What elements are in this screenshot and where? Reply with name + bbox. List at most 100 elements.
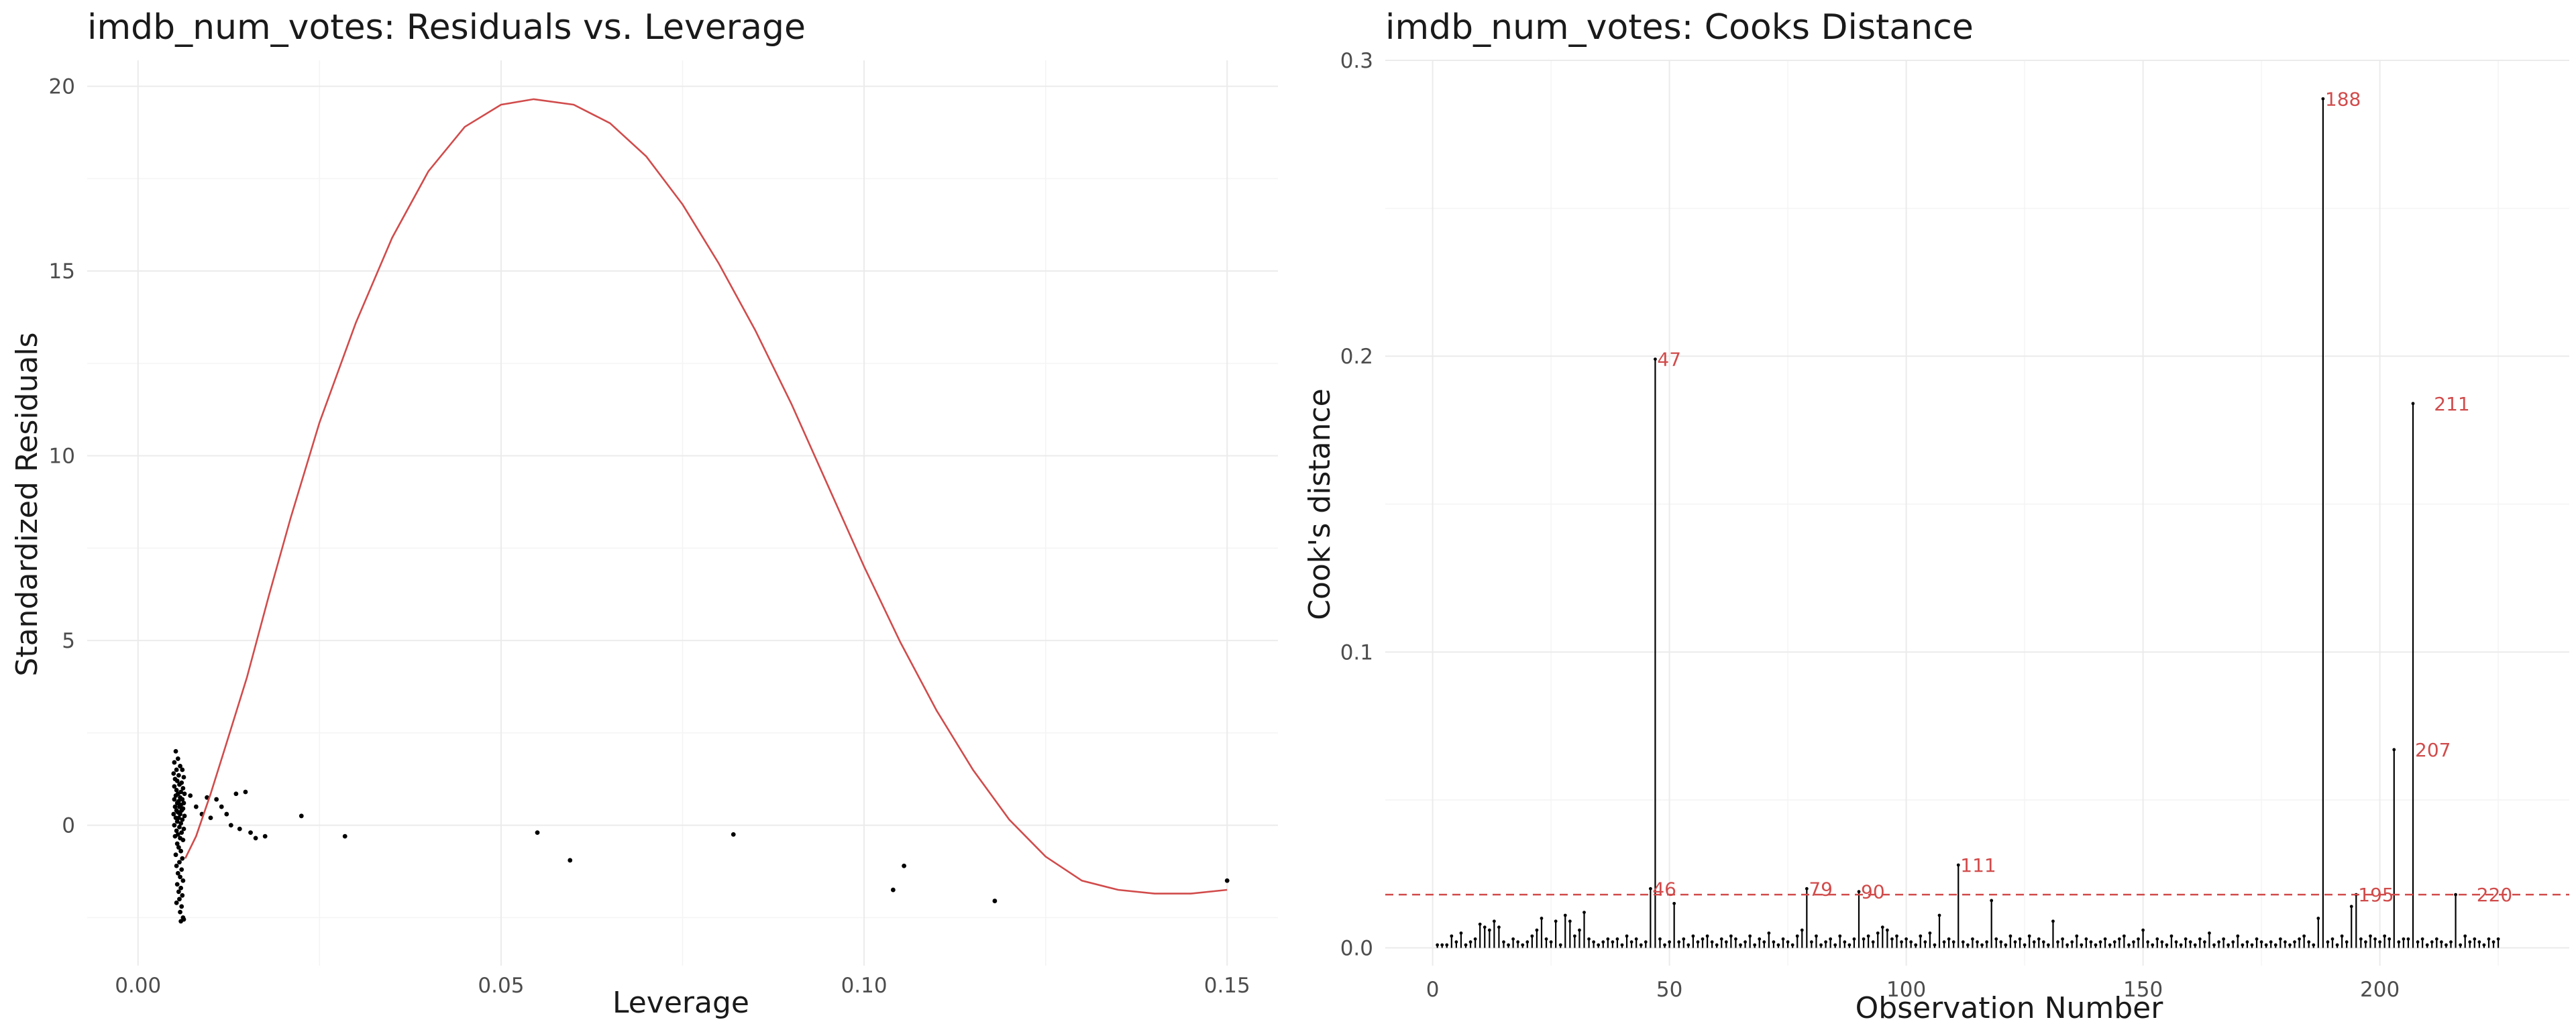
cooks-point	[2487, 937, 2491, 941]
cooks-point	[2047, 943, 2050, 947]
data-point	[174, 819, 180, 824]
cooks-point	[1648, 886, 1652, 891]
cooks-point	[2434, 937, 2438, 941]
data-point	[233, 791, 239, 797]
data-point	[224, 811, 229, 817]
cooks-point	[2406, 937, 2410, 941]
cooks-point	[1914, 943, 1918, 947]
data-point	[262, 834, 268, 839]
cooks-point	[1890, 937, 1894, 941]
cooks-point	[2387, 937, 2392, 941]
cooks-point	[1606, 937, 1610, 941]
data-point	[176, 845, 181, 850]
data-point	[172, 823, 177, 828]
cooks-point	[1961, 940, 1965, 944]
data-point	[237, 826, 242, 832]
cooks-point	[1644, 940, 1648, 944]
cooks-point	[1758, 937, 1762, 941]
data-point	[214, 797, 219, 802]
cooks-point	[1682, 937, 1686, 941]
cooks-point	[2112, 940, 2116, 944]
cooks-point	[2108, 943, 2112, 947]
cooks-point	[2463, 934, 2467, 938]
cooks-point	[1724, 940, 1728, 944]
cooks-point	[2184, 937, 2188, 941]
cooks-point	[2278, 937, 2282, 941]
cooks-point	[1554, 919, 1558, 923]
y-tick-label: 10	[49, 445, 75, 469]
grid-lines	[87, 60, 1278, 966]
cooks-point	[2293, 940, 2296, 944]
y-tick-label: 5	[62, 629, 75, 653]
cooks-point	[2411, 402, 2415, 406]
data-point	[890, 887, 896, 893]
cooks-point	[2373, 937, 2377, 941]
data-point	[178, 848, 184, 854]
cooks-point	[2316, 917, 2320, 920]
cooks-point	[2359, 937, 2363, 941]
cooks-point	[2004, 943, 2008, 947]
cooks-point	[2392, 748, 2396, 752]
cooks-point	[2080, 943, 2084, 947]
data-point	[208, 815, 213, 820]
x-tick-label: 0	[1426, 978, 1440, 1002]
cooks-point	[2473, 937, 2477, 941]
cooks-point	[2349, 905, 2353, 909]
cooks-point	[1871, 940, 1875, 944]
cooks-point	[2117, 937, 2121, 941]
cooks-point	[2070, 940, 2074, 944]
cooks-point	[1847, 943, 1851, 947]
cooks-point	[1478, 922, 1482, 926]
cooks-point	[1980, 943, 1984, 947]
x-tick-labels: 0.00 0.05 0.10 0.15	[115, 974, 1250, 998]
cooks-point	[2137, 937, 2140, 941]
cooks-point	[2202, 940, 2206, 944]
cooks-point	[1468, 940, 1472, 944]
cooks-point	[2132, 940, 2135, 944]
cooks-point	[2340, 934, 2344, 938]
cooks-point	[1990, 899, 1994, 903]
x-tick-label: 50	[1656, 978, 1682, 1002]
cooks-point	[1701, 937, 1705, 941]
cooks-point	[2032, 940, 2036, 944]
data-point	[535, 830, 540, 836]
x-tick-label: 0.00	[115, 974, 161, 998]
data-point	[180, 767, 185, 772]
cooks-point	[1852, 937, 1856, 941]
cooks-point	[1592, 940, 1596, 944]
data-point	[902, 863, 907, 868]
cooks-point	[2013, 940, 2017, 944]
cooks-point	[1776, 943, 1780, 947]
point-label: 188	[2325, 88, 2361, 110]
cooks-point	[1715, 943, 1719, 947]
cooks-point	[2491, 940, 2496, 944]
cooks-point	[2027, 934, 2031, 938]
data-point	[172, 797, 177, 802]
data-point	[342, 834, 347, 839]
cooks-point	[1772, 940, 1776, 944]
cooks-point	[2449, 940, 2453, 944]
cooks-point	[1677, 940, 1681, 944]
cooks-point	[1436, 943, 1440, 947]
cooks-point	[2193, 943, 2197, 947]
data-point	[177, 860, 182, 865]
point-label: 211	[2434, 393, 2469, 415]
point-label: 90	[1861, 881, 1885, 903]
cooks-point	[1966, 943, 1970, 947]
cooks-point	[2378, 940, 2382, 944]
cooks-point	[2425, 943, 2429, 947]
highlighted-labels: 46 47 79 90 111 188 195 207 211 220	[1652, 88, 2512, 906]
cooks-point	[2326, 940, 2330, 944]
cooks-point	[2146, 940, 2150, 944]
cooks-point	[1663, 943, 1666, 947]
data-point	[248, 830, 253, 836]
cooks-point	[2321, 97, 2325, 101]
cooks-point	[2212, 943, 2216, 947]
cooks-point	[2231, 940, 2235, 944]
data-point	[179, 830, 184, 836]
cooks-point	[1956, 863, 1960, 867]
data-point	[174, 841, 180, 846]
cooks-point	[2165, 943, 2169, 947]
data-point	[172, 760, 177, 765]
cooks-point	[1578, 928, 1581, 932]
